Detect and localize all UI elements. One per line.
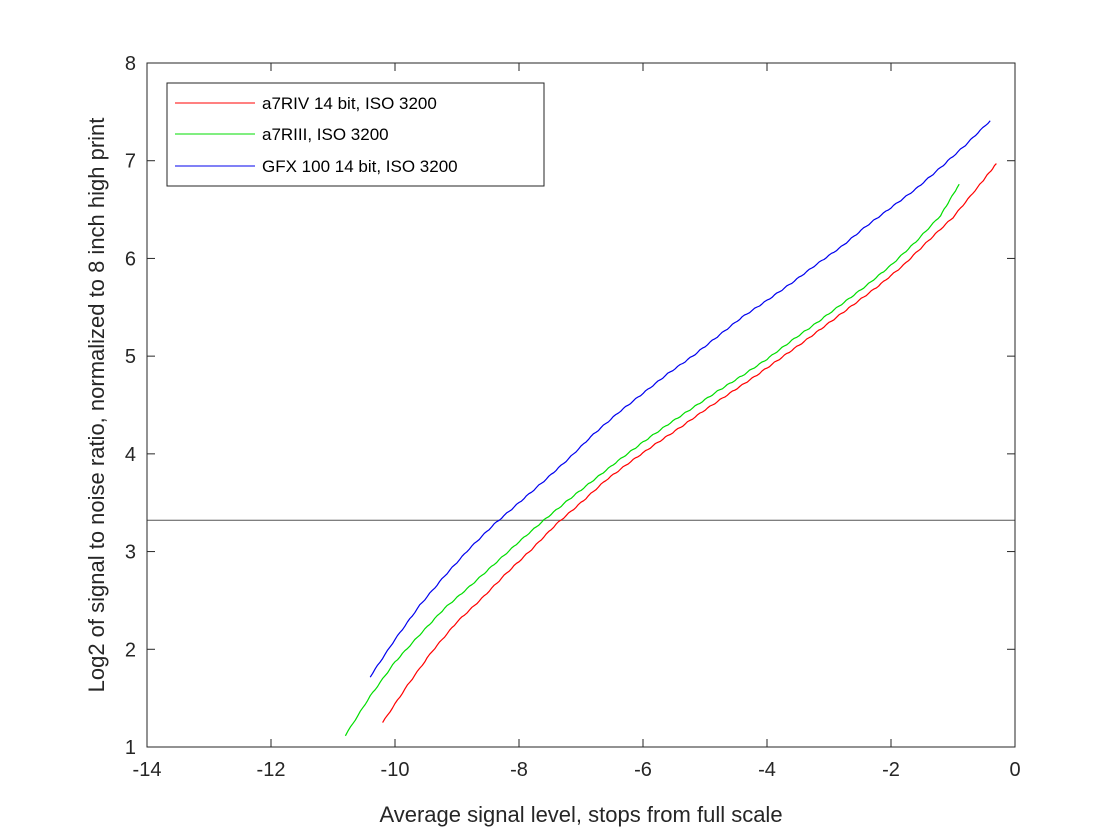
legend-label-gfx100: GFX 100 14 bit, ISO 3200 xyxy=(262,157,458,176)
plot-frame xyxy=(146,62,1016,748)
x-axis: -14 -12 -10 -8 -6 -4 -2 0 xyxy=(133,63,1021,781)
legend: a7RIV 14 bit, ISO 3200 a7RIII, ISO 3200 … xyxy=(166,82,545,187)
y-axis-label: Log2 of signal to noise ratio, normalize… xyxy=(84,118,109,693)
x-tick-label: -10 xyxy=(381,759,410,781)
y-tick-label: 4 xyxy=(125,444,136,466)
y-tick-label: 3 xyxy=(125,542,136,564)
x-tick-label: -12 xyxy=(257,759,286,781)
y-tick-label: 7 xyxy=(125,151,136,173)
x-tick-label: -8 xyxy=(510,759,528,781)
x-tick-label: -6 xyxy=(634,759,652,781)
y-tick-label: 1 xyxy=(125,737,136,759)
legend-label-a7riv: a7RIV 14 bit, ISO 3200 xyxy=(262,94,437,113)
x-tick-label: -4 xyxy=(758,759,776,781)
series-layer xyxy=(344,120,997,737)
x-tick-label: -2 xyxy=(882,759,900,781)
x-axis-label: Average signal level, stops from full sc… xyxy=(379,802,782,827)
series-line-1 xyxy=(344,183,960,737)
legend-label-a7riii: a7RIII, ISO 3200 xyxy=(262,125,389,144)
y-axis: 1 2 3 4 5 6 7 8 xyxy=(125,53,1015,759)
y-tick-label: 8 xyxy=(125,53,136,75)
x-tick-label: -14 xyxy=(133,759,162,781)
series-line-0 xyxy=(382,163,997,723)
y-tick-label: 6 xyxy=(125,248,136,270)
x-tick-label: 0 xyxy=(1009,759,1020,781)
y-tick-label: 5 xyxy=(125,346,136,368)
y-tick-label: 2 xyxy=(125,639,136,661)
series-line-2 xyxy=(369,120,991,678)
